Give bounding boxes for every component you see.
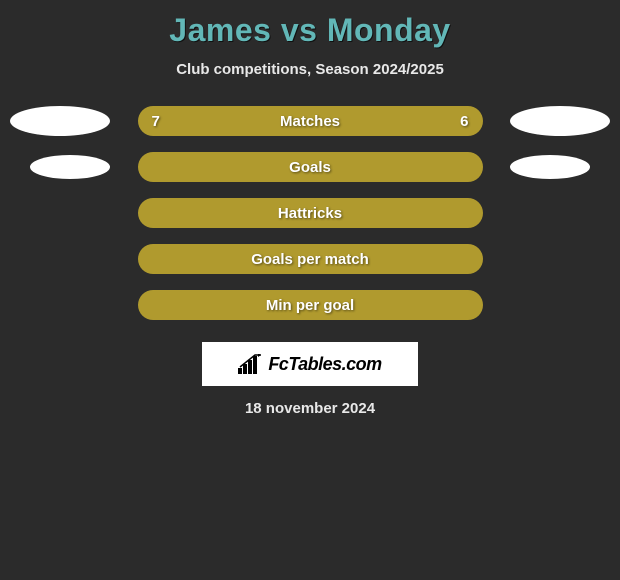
subtitle: Club competitions, Season 2024/2025 — [0, 61, 620, 78]
stat-row-goals-per-match: Goals per match — [0, 244, 620, 274]
stat-label: Goals per match — [251, 251, 369, 268]
bars-icon — [238, 354, 264, 374]
brand-text: FcTables.com — [268, 354, 381, 375]
ellipse-right-large — [510, 106, 610, 136]
ellipse-left-small — [30, 155, 110, 179]
stat-label: Hattricks — [278, 205, 342, 222]
ellipse-right-small — [510, 155, 590, 179]
stat-label: Matches — [280, 113, 340, 130]
brand-box: FcTables.com — [202, 342, 418, 386]
stat-pill-goals: Goals — [138, 152, 483, 182]
stat-label: Min per goal — [266, 297, 354, 314]
ellipse-left-large — [10, 106, 110, 136]
brand-inner: FcTables.com — [238, 354, 381, 375]
stat-row-matches: 7 Matches 6 — [0, 106, 620, 136]
date-text: 18 november 2024 — [0, 400, 620, 417]
stat-right-value: 6 — [460, 113, 468, 130]
stat-left-value: 7 — [152, 113, 160, 130]
stat-label: Goals — [289, 159, 331, 176]
stat-row-min-per-goal: Min per goal — [0, 290, 620, 320]
comparison-infographic: James vs Monday Club competitions, Seaso… — [0, 0, 620, 417]
page-title: James vs Monday — [0, 12, 620, 49]
stat-pill-hattricks: Hattricks — [138, 198, 483, 228]
stat-pill-matches: 7 Matches 6 — [138, 106, 483, 136]
stat-pill-min-per-goal: Min per goal — [138, 290, 483, 320]
stat-row-hattricks: Hattricks — [0, 198, 620, 228]
stat-pill-goals-per-match: Goals per match — [138, 244, 483, 274]
stat-row-goals: Goals — [0, 152, 620, 182]
